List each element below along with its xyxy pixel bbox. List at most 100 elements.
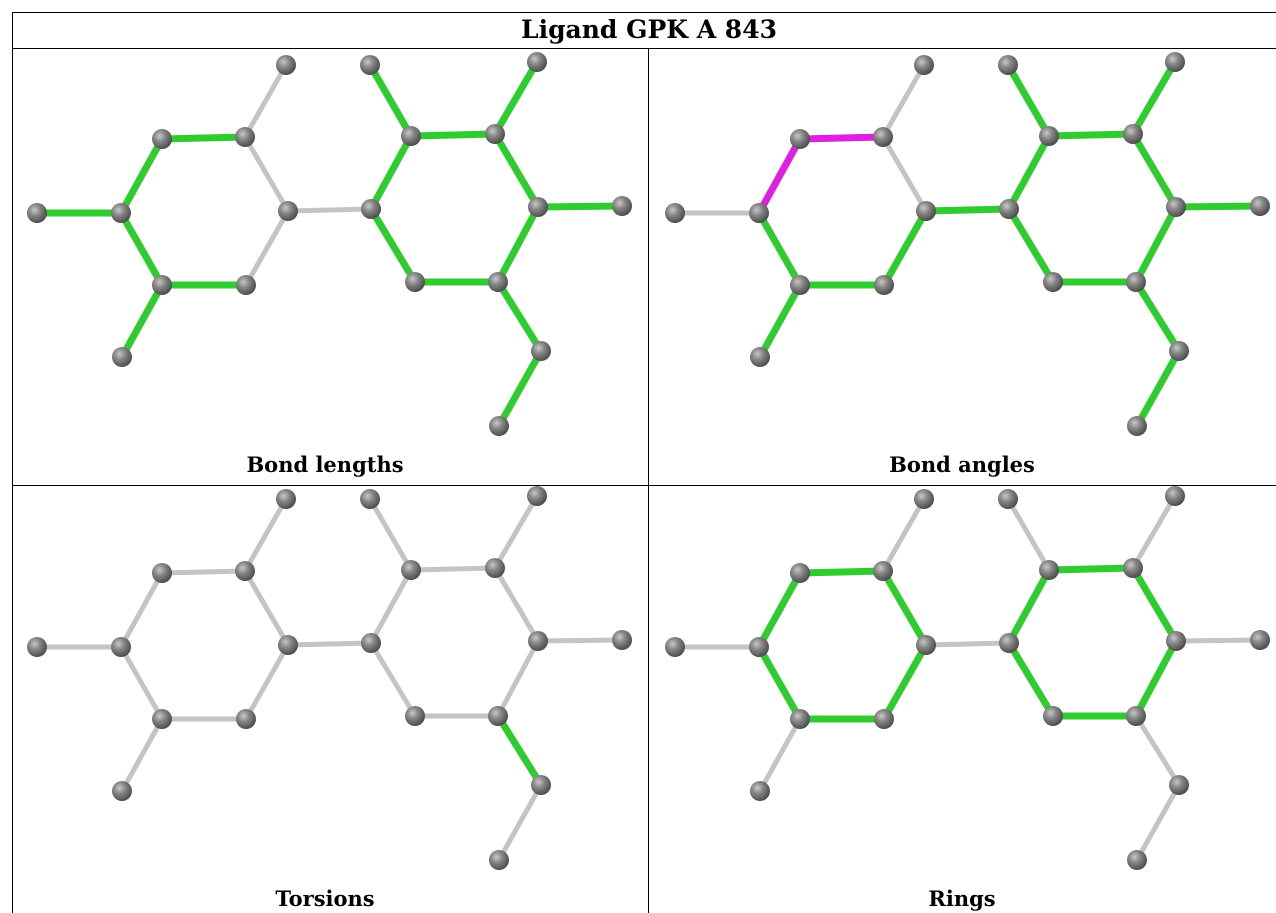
atom <box>998 55 1018 75</box>
bond-green <box>1129 564 1180 645</box>
bond-green <box>1129 130 1180 211</box>
atom <box>749 203 769 223</box>
bond-green <box>922 205 1013 215</box>
bond-green <box>1133 347 1183 430</box>
atom <box>276 55 296 75</box>
bond-green <box>1004 61 1053 140</box>
bond-green <box>491 130 542 211</box>
bond-green <box>755 569 804 651</box>
atom <box>1126 706 1146 726</box>
panel-label-bond-lengths: Bond lengths <box>246 452 403 477</box>
bond <box>880 62 927 140</box>
atom <box>401 560 421 580</box>
bond-green <box>1172 202 1264 211</box>
panel-label-bond-angles: Bond angles <box>889 452 1035 477</box>
bond-green <box>494 278 545 355</box>
bond <box>285 206 374 214</box>
atom <box>1166 197 1186 217</box>
bond <box>923 640 1012 648</box>
bond <box>159 568 248 576</box>
atom <box>485 558 505 578</box>
bond-green <box>1129 58 1179 138</box>
atom <box>278 201 298 221</box>
bond <box>243 642 291 722</box>
atom <box>236 709 256 729</box>
atom <box>873 127 893 147</box>
atom <box>1165 486 1185 506</box>
atom <box>750 347 770 367</box>
atom <box>1165 52 1185 72</box>
atom <box>999 199 1019 219</box>
bond <box>1133 713 1182 788</box>
bond-green <box>1132 637 1180 720</box>
atom <box>1169 341 1189 361</box>
atom <box>360 489 380 509</box>
bond <box>118 570 165 650</box>
atom <box>360 55 380 75</box>
atom <box>531 775 551 795</box>
bond-green <box>879 567 930 649</box>
bond <box>285 640 374 648</box>
bond-green <box>880 641 930 723</box>
bond-green <box>1045 130 1137 140</box>
bond-green <box>534 202 626 211</box>
atom <box>489 416 509 436</box>
bond <box>535 637 625 644</box>
bond-green <box>117 135 166 217</box>
bond-green <box>494 712 545 789</box>
atom <box>873 561 893 581</box>
atom <box>405 706 425 726</box>
bond-green <box>117 209 166 289</box>
atom <box>488 272 508 292</box>
bond-green <box>494 203 542 286</box>
bond-green <box>1005 566 1053 647</box>
bond <box>242 568 291 648</box>
bond <box>119 716 165 794</box>
atom <box>235 127 255 147</box>
bond-green <box>367 205 419 286</box>
bond <box>757 716 803 794</box>
atom <box>405 272 425 292</box>
atom <box>999 633 1019 653</box>
bond-green <box>755 643 804 723</box>
atom <box>488 706 508 726</box>
bond-green <box>407 130 499 140</box>
bond-green <box>1005 639 1057 720</box>
bond <box>368 640 418 719</box>
bond <box>495 638 541 719</box>
atom <box>874 275 894 295</box>
panel-label-rings: Rings <box>928 886 995 911</box>
atom <box>1127 416 1147 436</box>
bond <box>1134 782 1182 863</box>
bond-green <box>1045 564 1137 574</box>
atom <box>790 563 810 583</box>
atom <box>1039 126 1059 146</box>
bond-green <box>1005 205 1057 286</box>
atom <box>1123 558 1143 578</box>
bond <box>368 567 414 646</box>
bond-green <box>1132 203 1180 286</box>
bond <box>1173 637 1263 644</box>
atom <box>612 630 632 650</box>
atom <box>112 347 132 367</box>
bond-green <box>118 281 166 361</box>
atom <box>276 489 296 509</box>
bond <box>1130 493 1178 571</box>
atom <box>1043 706 1063 726</box>
atom <box>152 563 172 583</box>
bond <box>1005 496 1052 573</box>
panel-rings: Rings <box>665 486 1270 911</box>
atom <box>236 275 256 295</box>
atom <box>1250 196 1270 216</box>
atom <box>401 126 421 146</box>
atom <box>790 709 810 729</box>
atom <box>916 635 936 655</box>
atom <box>916 201 936 221</box>
bond <box>408 565 498 573</box>
atom <box>914 55 934 75</box>
atom <box>874 709 894 729</box>
panel-bond-lengths: Bond lengths <box>27 52 632 477</box>
atom <box>665 637 685 657</box>
atom <box>790 275 810 295</box>
